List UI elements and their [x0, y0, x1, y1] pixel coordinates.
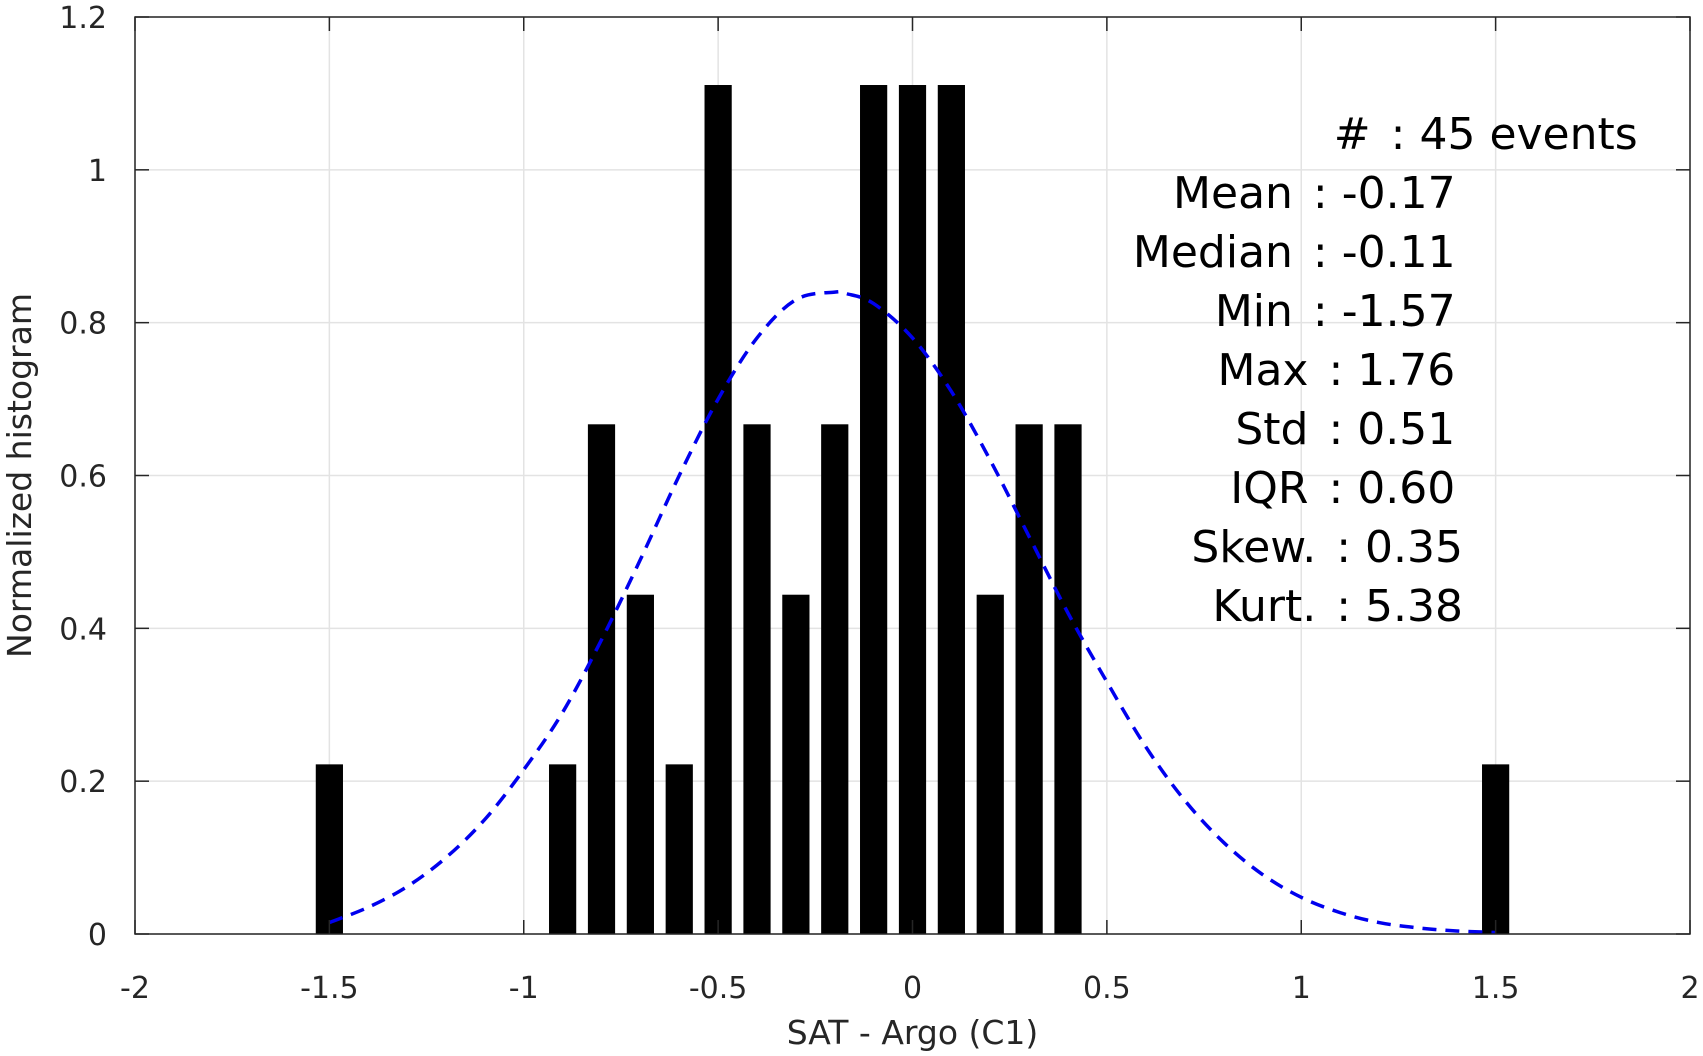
histogram-bar	[549, 764, 577, 934]
histogram-bar	[1054, 424, 1082, 934]
histogram-bar	[821, 424, 849, 934]
y-tick-label: 0.2	[59, 765, 107, 800]
x-tick-label: 2	[1680, 971, 1699, 1006]
histogram-bar	[898, 85, 927, 934]
x-tick-labels: -2 -1.5 -1 -0.5 0 0.5 1 1.5 2	[120, 971, 1700, 1006]
stat-value: : 5.38	[1336, 581, 1463, 632]
stat-value: : 45 events	[1391, 109, 1638, 160]
stat-label: Std	[1235, 404, 1322, 455]
histogram-bar	[782, 594, 810, 934]
histogram-bar	[860, 85, 888, 934]
y-tick-label: 0	[88, 918, 107, 953]
axis-ticks	[134, 16, 1691, 935]
histogram-bar	[626, 594, 654, 934]
stat-value: : 0.35	[1336, 522, 1463, 573]
stat-value: : -0.11	[1313, 227, 1456, 278]
stat-label: #	[1334, 109, 1385, 160]
y-tick-labels: 0 0.2 0.4 0.6 0.8 1 1.2	[59, 1, 107, 953]
x-tick-label: 1	[1292, 971, 1311, 1006]
y-tick-label: 0.8	[59, 307, 107, 342]
y-axis-label: Normalized histogram	[0, 293, 39, 658]
x-tick-label: 0.5	[1083, 971, 1131, 1006]
y-tick-label: 0.6	[59, 460, 107, 495]
x-tick-label: 1.5	[1472, 971, 1520, 1006]
stat-value: : 0.51	[1328, 404, 1455, 455]
stat-value: : 0.60	[1328, 463, 1455, 514]
stat-value: : 1.76	[1328, 345, 1455, 396]
histogram-bar	[937, 85, 965, 934]
histogram-bar	[1015, 424, 1043, 934]
histogram-bar	[665, 764, 693, 934]
y-tick-label: 1.2	[59, 1, 107, 36]
y-tick-label: 0.4	[59, 612, 107, 647]
stat-label: Median	[1133, 227, 1307, 278]
stat-label: Mean	[1173, 168, 1307, 219]
stat-label: IQR	[1230, 463, 1322, 514]
stat-label: Skew.	[1191, 522, 1330, 573]
stat-label: Min	[1215, 286, 1307, 337]
x-tick-label: -1.5	[300, 971, 359, 1006]
stat-value: : -1.57	[1313, 286, 1456, 337]
normal-fit-curve	[328, 289, 1496, 935]
y-tick-label: 1	[88, 154, 107, 189]
stat-label: Max	[1218, 345, 1323, 396]
x-tick-label: 0	[903, 971, 922, 1006]
histogram-bar	[976, 594, 1004, 934]
x-tick-label: -1	[509, 971, 539, 1006]
x-axis-label: SAT - Argo (C1)	[787, 1013, 1039, 1052]
stat-value: : -0.17	[1313, 168, 1456, 219]
histogram-bar	[743, 424, 771, 934]
histogram-bar	[315, 764, 343, 934]
histogram-bars	[315, 85, 1510, 934]
x-tick-label: -0.5	[689, 971, 748, 1006]
histogram-bar	[587, 424, 616, 934]
histogram-bar	[1482, 764, 1510, 934]
stat-label: Kurt.	[1212, 581, 1330, 632]
x-tick-label: -2	[120, 971, 150, 1006]
histogram-bar	[704, 85, 732, 934]
